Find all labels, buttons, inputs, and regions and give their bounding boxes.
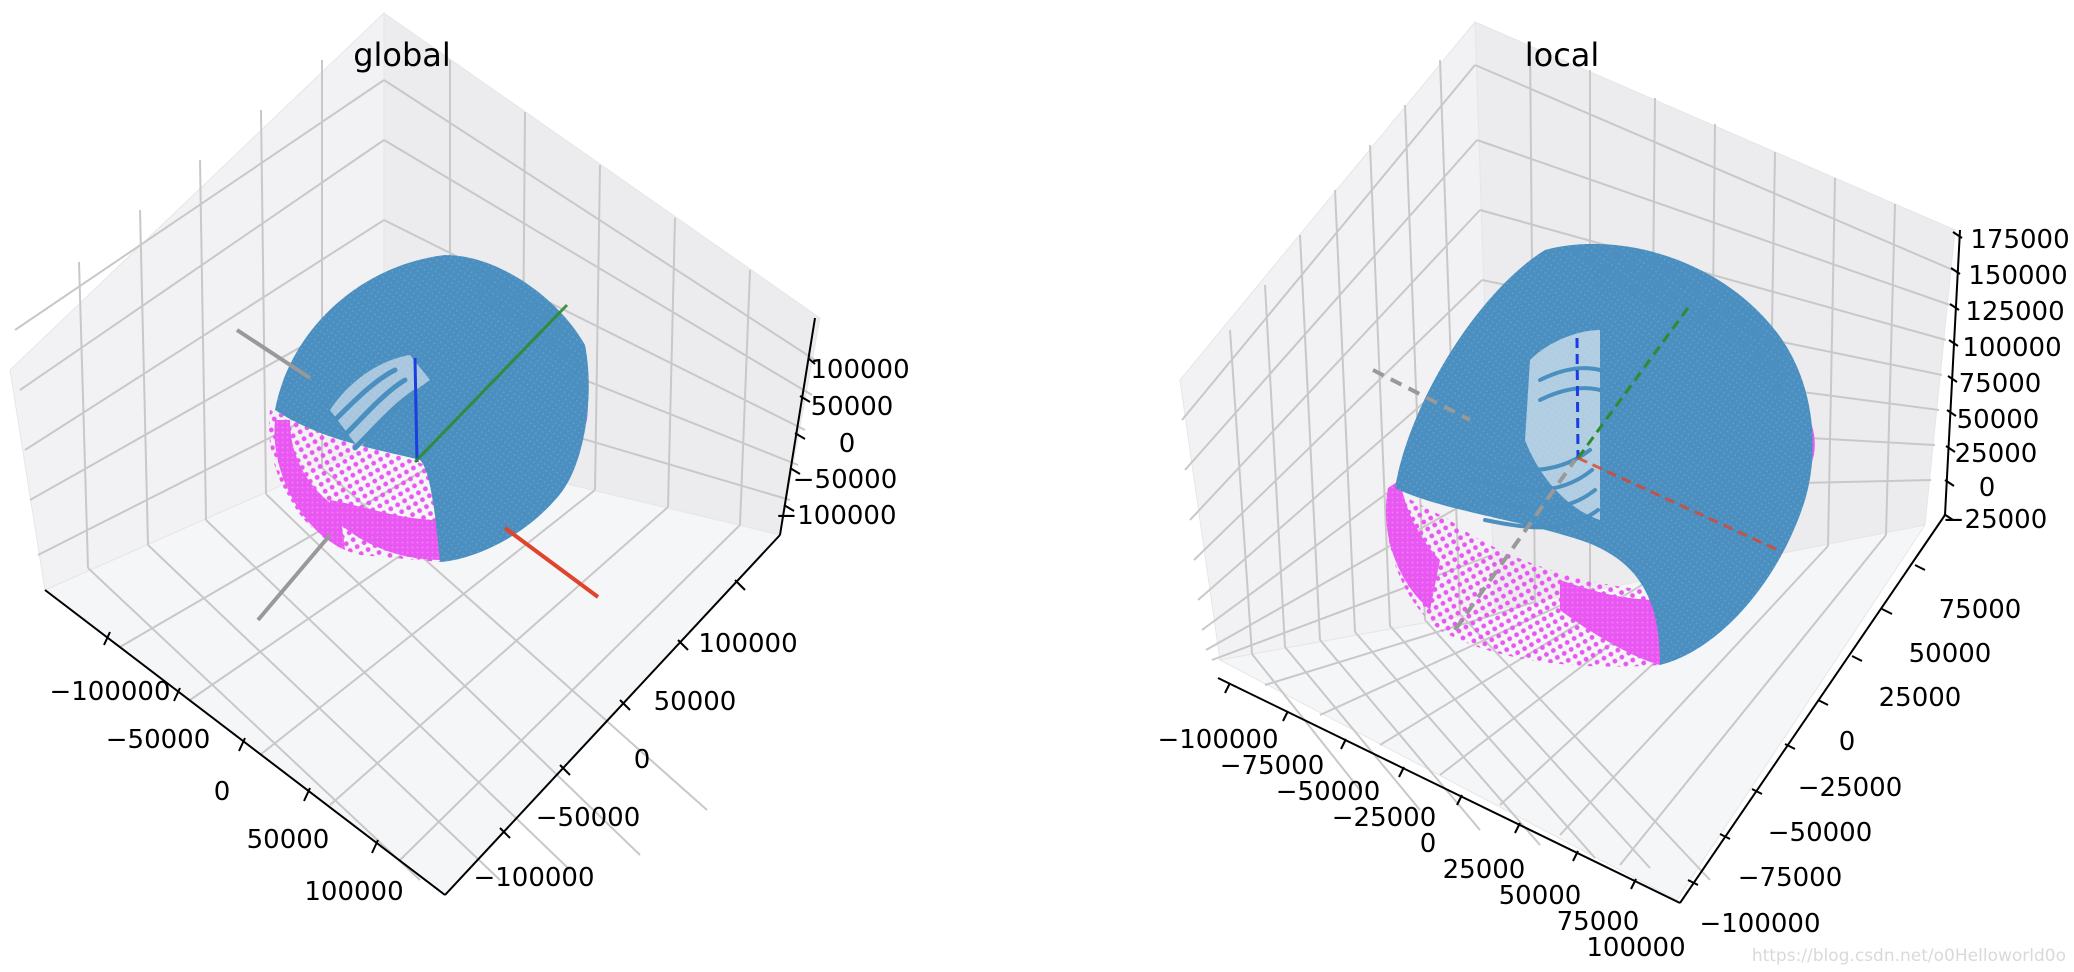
- local-point-cloud: [1385, 243, 1815, 667]
- global-x-tick-labels: −100000 −50000 0 50000 100000: [49, 677, 403, 907]
- svg-text:100000: 100000: [810, 355, 909, 385]
- global-y-axis-line: [444, 534, 781, 896]
- local-x-axis-line: [1217, 677, 1681, 904]
- svg-text:25000: 25000: [1879, 683, 1962, 713]
- local-z-tick-marks: [1943, 231, 1963, 521]
- svg-text:0: 0: [1420, 829, 1437, 859]
- svg-text:75000: 75000: [1939, 595, 2022, 625]
- svg-text:−25000: −25000: [1798, 773, 1903, 803]
- svg-text:−75000: −75000: [1738, 863, 1843, 893]
- svg-text:0: 0: [1979, 473, 1996, 503]
- global-x-tick-marks: [103, 631, 379, 854]
- svg-text:50000: 50000: [1909, 639, 1992, 669]
- svg-text:150000: 150000: [1968, 261, 2067, 291]
- svg-text:0: 0: [634, 745, 651, 775]
- local-axis-z: [1575, 337, 1580, 459]
- global-reference-axis-lower: [256, 533, 332, 622]
- svg-text:0: 0: [214, 777, 231, 807]
- svg-text:−50000: −50000: [1276, 777, 1381, 807]
- svg-text:−50000: −50000: [793, 465, 898, 495]
- svg-text:−100000: −100000: [1699, 909, 1820, 939]
- global-title: global: [353, 36, 451, 74]
- svg-text:75000: 75000: [1959, 369, 2042, 399]
- global-grid: [14, 60, 816, 881]
- svg-text:0: 0: [1839, 727, 1856, 757]
- svg-text:−25000: −25000: [1332, 803, 1437, 833]
- local-x-tick-labels: −100000 −75000 −50000 −25000 0 25000 500…: [1157, 725, 1685, 963]
- svg-text:100000: 100000: [698, 629, 797, 659]
- svg-text:50000: 50000: [654, 687, 737, 717]
- local-title: local: [1525, 36, 1600, 74]
- svg-text:25000: 25000: [1955, 439, 2038, 469]
- svg-text:50000: 50000: [1499, 881, 1582, 911]
- svg-text:0: 0: [839, 429, 856, 459]
- svg-text:−100000: −100000: [473, 863, 594, 893]
- global-axis-z: [413, 357, 419, 463]
- svg-text:−75000: −75000: [1220, 751, 1325, 781]
- watermark: https://blog.csdn.net/o0Helloworld0o: [1751, 946, 2066, 966]
- svg-text:−50000: −50000: [536, 803, 641, 833]
- local-x-tick-marks: [1224, 682, 1637, 890]
- global-point-cloud: [268, 255, 589, 562]
- svg-text:−100000: −100000: [775, 501, 896, 531]
- svg-text:100000: 100000: [304, 877, 403, 907]
- local-y-tick-marks: [1687, 564, 1926, 886]
- local-z-tick-labels: 175000 150000 125000 100000 75000 50000 …: [1943, 225, 2070, 535]
- local-axis-x: [1577, 456, 1783, 554]
- svg-text:25000: 25000: [1443, 855, 1526, 885]
- global-plot: global −100000 −50000 0 50000 100000 100…: [9, 11, 910, 907]
- global-axis-x: [503, 526, 600, 599]
- global-axis-y: [413, 303, 569, 464]
- svg-text:100000: 100000: [1962, 333, 2061, 363]
- global-z-axis-line: [779, 317, 816, 536]
- svg-text:50000: 50000: [1957, 405, 2040, 435]
- global-y-tick-marks: [499, 579, 746, 839]
- svg-text:−50000: −50000: [1768, 818, 1873, 848]
- svg-text:−100000: −100000: [1157, 725, 1278, 755]
- local-reference-axis: [1372, 368, 1471, 422]
- svg-text:−100000: −100000: [49, 677, 170, 707]
- global-x-axis-line: [44, 589, 446, 896]
- local-y-tick-labels: 75000 50000 25000 0 −25000 −50000 −75000…: [1699, 595, 2021, 939]
- local-reference-axis-lower: [1453, 458, 1577, 632]
- local-z-axis-line: [1944, 229, 1961, 516]
- global-z-tick-marks: [783, 357, 816, 512]
- svg-text:175000: 175000: [1970, 225, 2069, 255]
- local-plot: local −100000 −75000 −50000 −25000 0 250…: [1157, 20, 2070, 963]
- global-z-tick-labels: 100000 50000 0 −50000 −100000: [775, 355, 909, 531]
- global-reference-axis: [235, 328, 312, 380]
- local-y-axis-line: [1679, 514, 1946, 904]
- svg-text:−50000: −50000: [106, 725, 211, 755]
- svg-text:50000: 50000: [247, 825, 330, 855]
- svg-text:−25000: −25000: [1943, 505, 2048, 535]
- global-y-tick-labels: 100000 50000 0 −50000 −100000: [473, 629, 797, 893]
- svg-text:100000: 100000: [1586, 933, 1685, 963]
- svg-text:50000: 50000: [811, 392, 894, 422]
- svg-text:75000: 75000: [1557, 907, 1640, 937]
- svg-text:125000: 125000: [1965, 297, 2064, 327]
